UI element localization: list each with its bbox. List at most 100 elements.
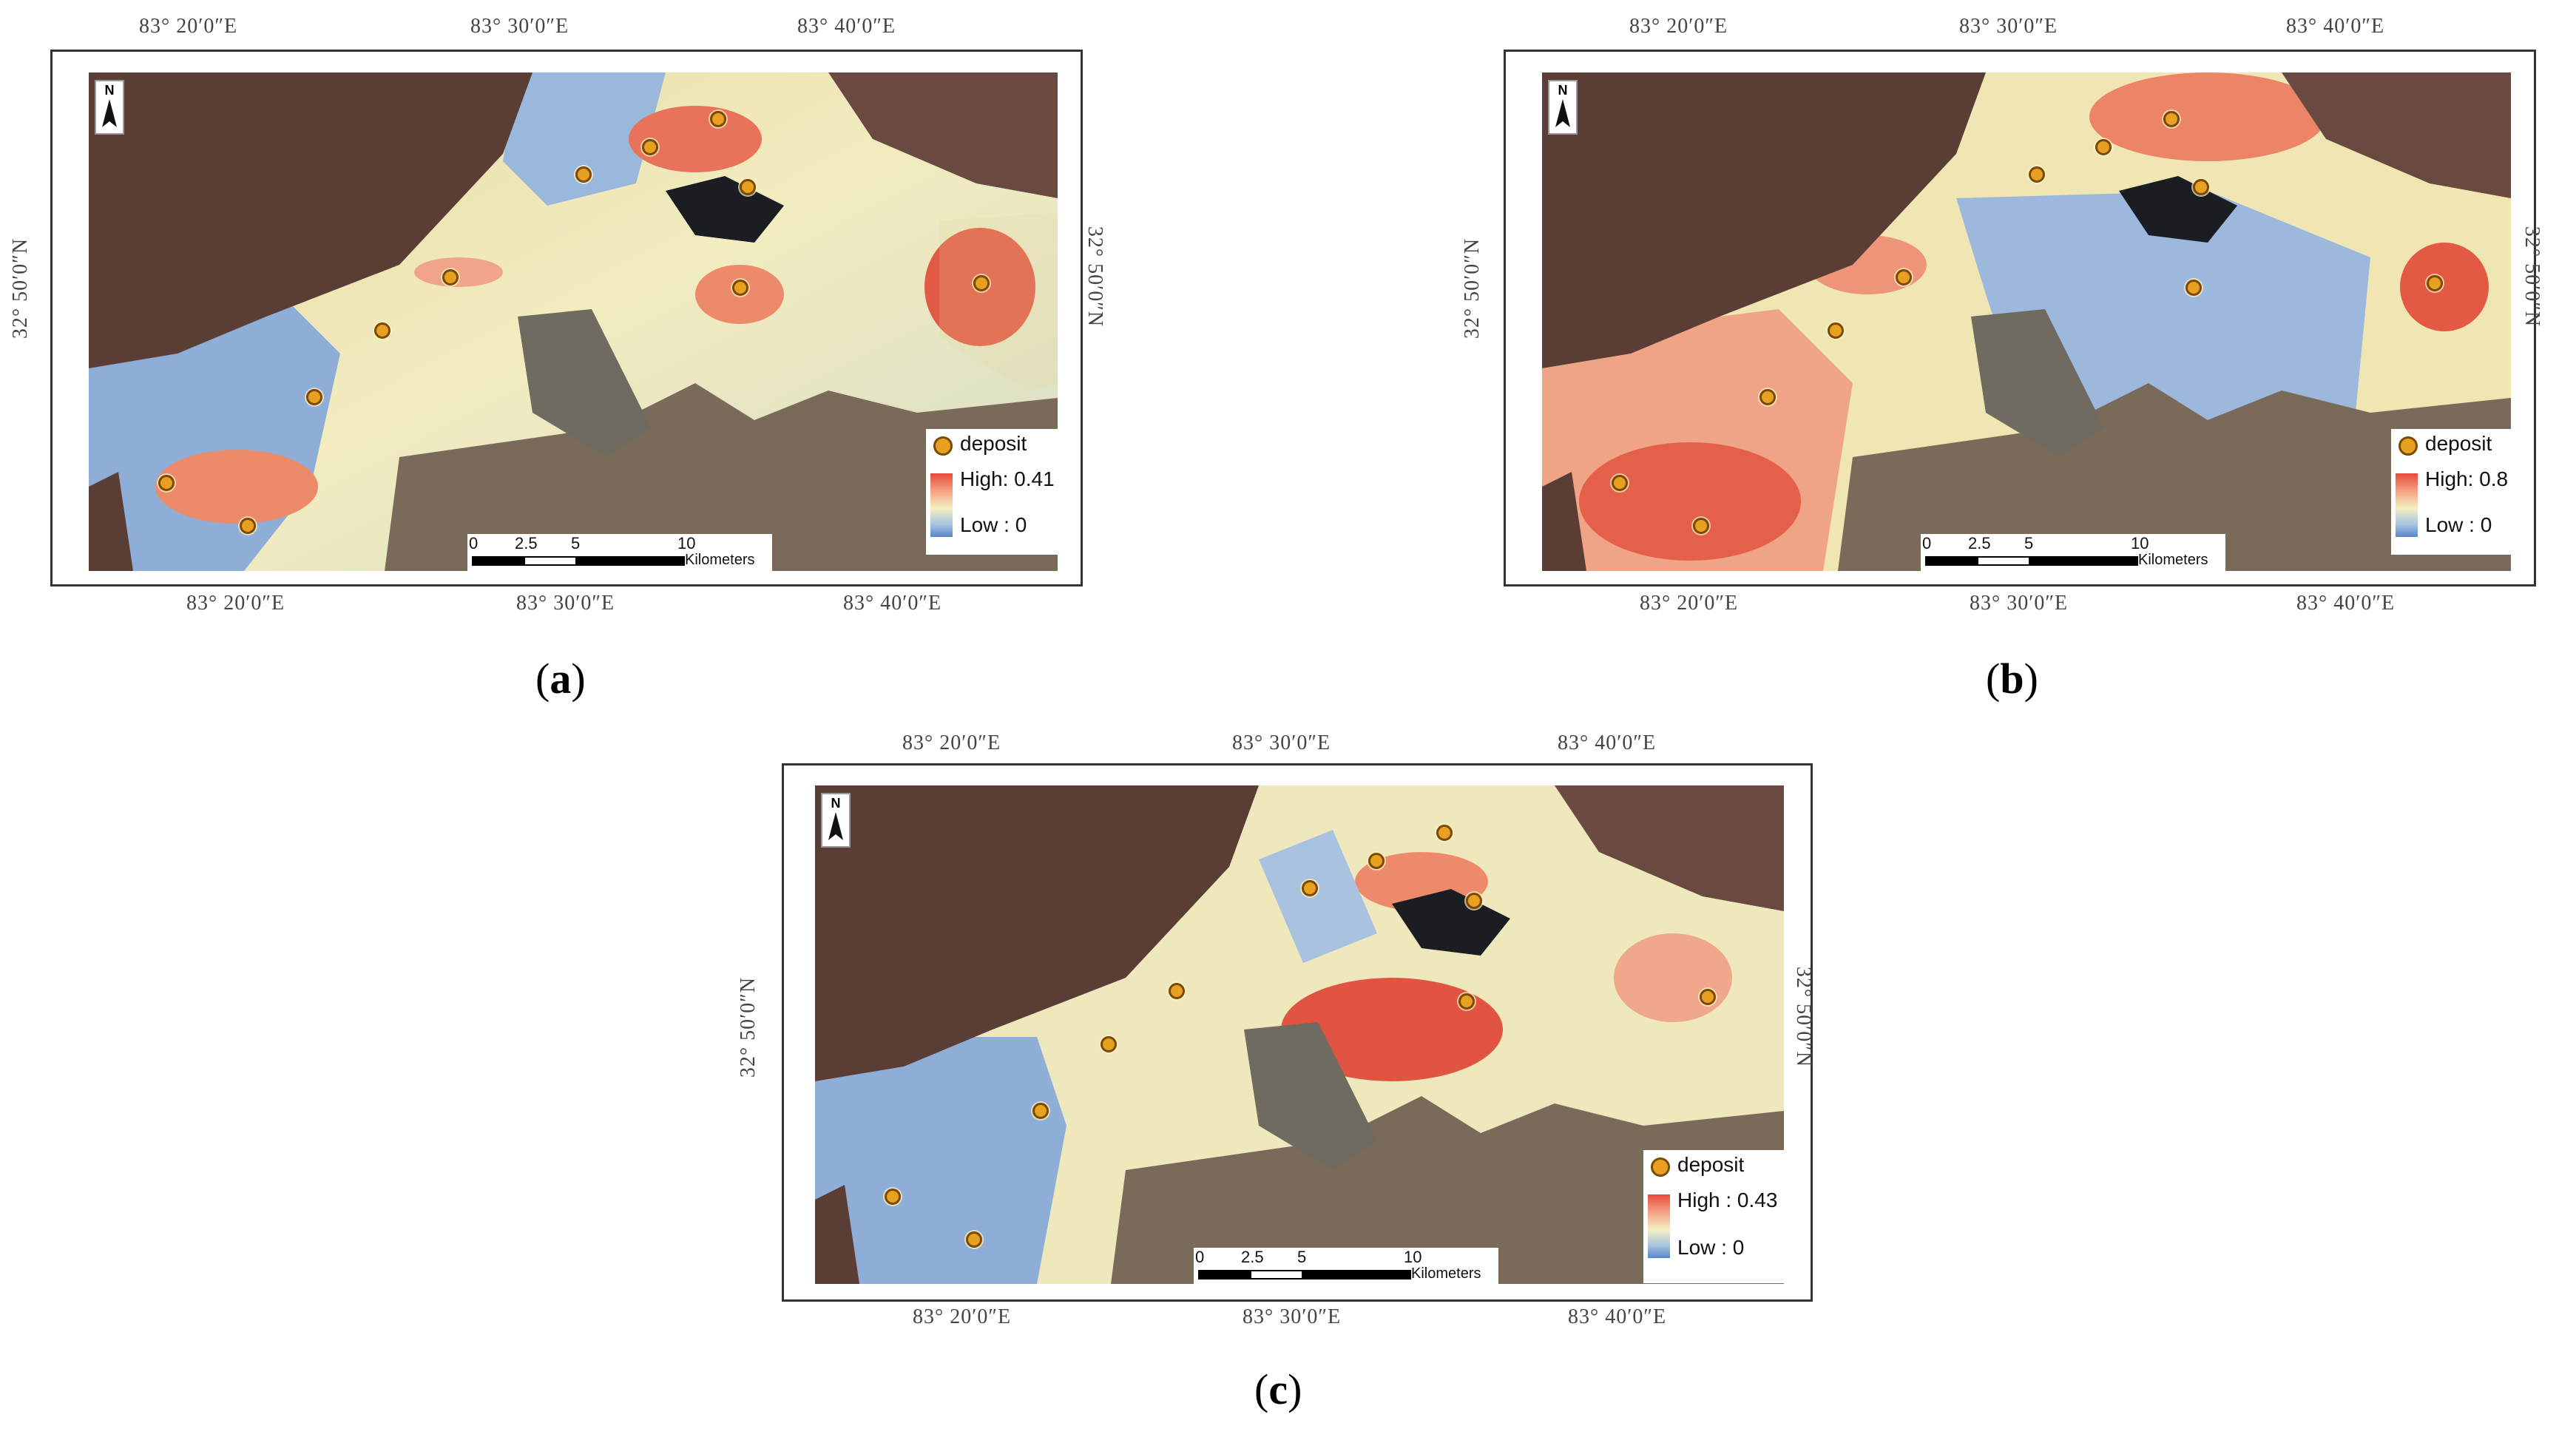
legend-high-label: High: 0.41 <box>960 467 1055 490</box>
deposit-marker <box>2029 166 2045 183</box>
bottom-lon-tick-1: 83° 20′0″E <box>186 592 285 615</box>
deposit-marker <box>1032 1103 1049 1119</box>
deposit-legend-icon <box>1651 1157 1670 1177</box>
scale-label-5: 5 <box>2024 534 2034 552</box>
north-arrow: N <box>95 80 124 135</box>
top-lon-tick-2: 83° 30′0″E <box>1232 731 1331 754</box>
map-image <box>89 72 1058 571</box>
legend-low-label: Low : 0 <box>2425 513 2492 536</box>
deposit-marker <box>1828 322 1844 339</box>
deposit-marker <box>1458 993 1475 1010</box>
left-lat-tick: 32° 50′0″N <box>737 976 760 1078</box>
deposit-legend-icon <box>933 436 953 456</box>
north-arrow-label: N <box>1558 83 1568 98</box>
legend-high-label: High : 0.43 <box>1677 1189 1778 1211</box>
caption-letter: c <box>1268 1365 1288 1413</box>
bottom-lon-tick-3: 83° 40′0″E <box>1568 1305 1667 1328</box>
legend: deposit High : 0.43 Low : 0 <box>1643 1150 1800 1283</box>
top-lon-tick-3: 83° 40′0″E <box>1558 731 1657 754</box>
bottom-lon-tick-2: 83° 30′0″E <box>1243 1305 1342 1328</box>
deposit-marker <box>2163 111 2180 127</box>
bottom-lon-tick-2: 83° 30′0″E <box>516 592 615 615</box>
scale-unit: Kilometers <box>1411 1265 1481 1282</box>
deposit-marker <box>1693 518 1709 534</box>
scale-label-0: 0 <box>1195 1248 1205 1266</box>
scale-label-2-5: 2.5 <box>515 534 538 552</box>
scale-label-10: 10 <box>677 534 696 552</box>
scale-label-10: 10 <box>2131 534 2149 552</box>
scale-label-0: 0 <box>469 534 479 552</box>
color-ramp <box>2396 473 2418 537</box>
deposit-marker <box>2185 280 2202 296</box>
scale-bar: 0 2.5 5 10 Kilometers <box>1921 534 2225 572</box>
top-lon-tick-3: 83° 40′0″E <box>2286 15 2385 38</box>
scale-label-5: 5 <box>1297 1248 1307 1266</box>
legend-deposit-label: deposit <box>1677 1153 1745 1176</box>
north-arrow-icon <box>1555 99 1570 127</box>
caption-letter: b <box>2000 655 2024 703</box>
deposit-marker <box>2095 139 2112 155</box>
top-lon-tick-2: 83° 30′0″E <box>470 15 569 38</box>
left-lat-tick: 32° 50′0″N <box>9 237 33 339</box>
legend-low-label: Low : 0 <box>1677 1236 1745 1259</box>
bottom-lon-tick-2: 83° 30′0″E <box>1970 592 2069 615</box>
deposit-marker <box>966 1231 982 1248</box>
scale-unit: Kilometers <box>2138 552 2208 568</box>
deposit-marker <box>1101 1036 1117 1052</box>
caption-b: (b) <box>1986 655 2038 703</box>
north-arrow-icon <box>102 99 117 127</box>
north-arrow: N <box>821 793 851 848</box>
deposit-marker <box>1436 825 1453 841</box>
deposit-legend-icon <box>2398 436 2418 456</box>
deposit-marker <box>732 280 748 296</box>
scale-unit: Kilometers <box>685 552 755 568</box>
legend-deposit-label: deposit <box>960 432 1027 455</box>
deposit-marker <box>374 322 391 339</box>
scale-label-0: 0 <box>1922 534 1932 552</box>
legend: deposit High: 0.8 Low : 0 <box>2391 429 2529 555</box>
deposit-marker <box>973 275 990 291</box>
right-lat-tick: 32° 50′0″N <box>1084 226 1107 328</box>
bottom-lon-tick-1: 83° 20′0″E <box>913 1305 1012 1328</box>
scale-label-5: 5 <box>571 534 581 552</box>
deposit-marker <box>1368 853 1385 869</box>
caption-a: (a) <box>535 655 586 703</box>
top-lon-tick-2: 83° 30′0″E <box>1959 15 2058 38</box>
top-lon-tick-1: 83° 20′0″E <box>139 15 238 38</box>
deposit-marker <box>240 518 256 534</box>
caption-c: (c) <box>1254 1365 1302 1413</box>
deposit-marker <box>1896 269 1912 285</box>
scale-label-2-5: 2.5 <box>1968 534 1991 552</box>
deposit-marker <box>1169 983 1185 999</box>
deposit-marker <box>1302 880 1318 896</box>
map-image <box>815 785 1784 1284</box>
deposit-marker <box>2427 275 2443 291</box>
bottom-lon-tick-3: 83° 40′0″E <box>2296 592 2396 615</box>
deposit-marker <box>1759 389 1776 405</box>
map-image <box>1542 72 2511 571</box>
deposit-marker <box>575 166 592 183</box>
north-arrow-label: N <box>831 796 841 811</box>
top-lon-tick-1: 83° 20′0″E <box>902 731 1001 754</box>
north-arrow-icon <box>828 812 843 840</box>
deposit-marker <box>885 1189 901 1205</box>
color-ramp <box>930 473 953 537</box>
deposit-marker <box>1466 893 1482 909</box>
deposit-marker <box>442 269 459 285</box>
deposit-marker <box>740 179 756 195</box>
deposit-marker <box>306 389 322 405</box>
top-lon-tick-3: 83° 40′0″E <box>797 15 896 38</box>
deposit-marker <box>642 139 658 155</box>
deposit-marker <box>2193 179 2209 195</box>
legend-low-label: Low : 0 <box>960 513 1027 536</box>
deposit-marker <box>1612 475 1628 491</box>
scale-bar: 0 2.5 5 10 Kilometers <box>467 534 772 572</box>
right-lat-tick: 32° 50′0″N <box>1792 966 1816 1068</box>
top-lon-tick-1: 83° 20′0″E <box>1629 15 1728 38</box>
scale-label-2-5: 2.5 <box>1241 1248 1264 1266</box>
left-lat-tick: 32° 50′0″N <box>1461 237 1484 339</box>
legend-deposit-label: deposit <box>2425 432 2492 455</box>
legend-high-label: High: 0.8 <box>2425 467 2509 490</box>
legend: deposit High: 0.41 Low : 0 <box>926 429 1074 555</box>
right-lat-tick: 32° 50′0″N <box>2521 226 2544 328</box>
